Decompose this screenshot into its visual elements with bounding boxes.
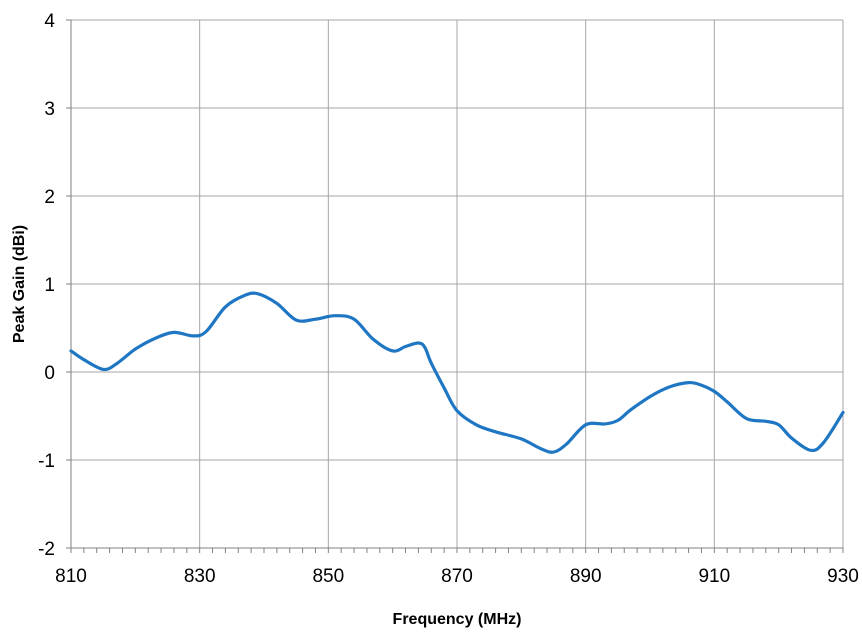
y-axis-title: Peak Gain (dBi) — [11, 225, 28, 343]
x-tick-label: 870 — [441, 566, 473, 587]
x-tick-label: 930 — [827, 566, 859, 587]
series-layer — [69, 291, 845, 454]
x-axis-title: Frequency (MHz) — [393, 611, 522, 628]
peak-gain-series-line — [69, 291, 845, 454]
y-tick-label: 0 — [44, 363, 55, 384]
axes — [66, 19, 844, 553]
x-tick-label: 810 — [55, 566, 87, 587]
y-tick-label: 3 — [44, 99, 55, 120]
y-tick-label: -2 — [38, 539, 55, 560]
x-tick-label: 890 — [570, 566, 602, 587]
x-tick-label: 910 — [698, 566, 730, 587]
y-tick-label: 4 — [44, 11, 55, 32]
grid — [71, 19, 844, 548]
x-tick-label: 850 — [312, 566, 344, 587]
y-tick-label: 1 — [44, 275, 55, 296]
x-tick-label: 830 — [184, 566, 216, 587]
y-tick-label: 2 — [44, 187, 55, 208]
tick-labels: 810 830 850 870 890 910 930 -2 -1 0 1 2 3 4 — [38, 11, 859, 587]
y-tick-label: -1 — [38, 451, 55, 472]
